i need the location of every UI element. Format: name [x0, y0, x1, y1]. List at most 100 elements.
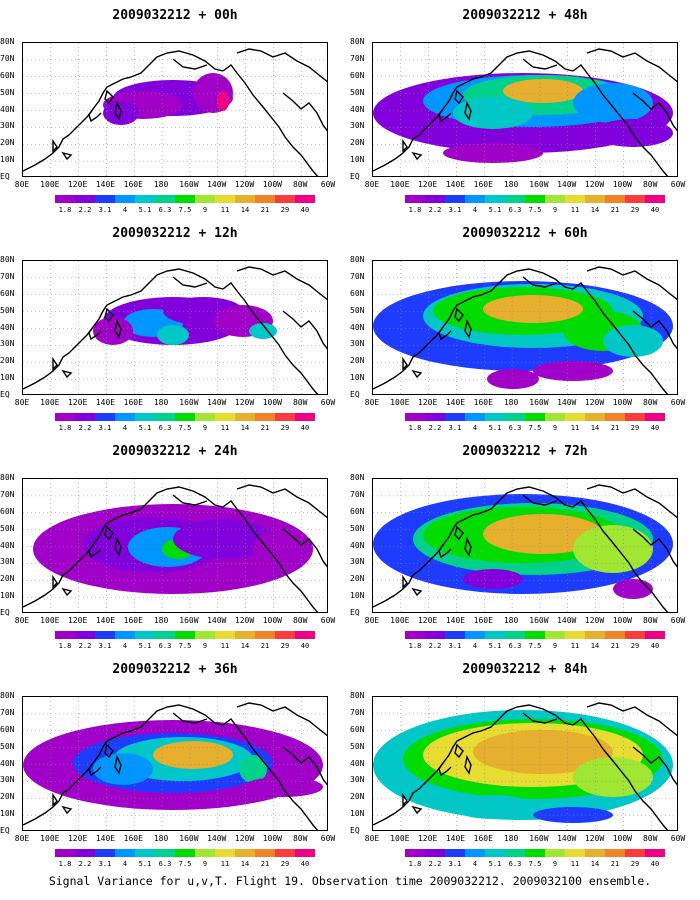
coastline: [402, 356, 408, 371]
longitude-axis: 80E 100E 120E 140E 160E 180 160W 140W 120W 100W 80…: [10, 180, 340, 190]
colorbar-swatch: [585, 195, 605, 203]
lat-label: 40N: [0, 322, 15, 332]
longitude-axis: 80E 100E 120E 140E 160E 180 160W 140W 120W 100W 80…: [360, 398, 690, 408]
colorbar-swatch: [425, 413, 445, 421]
colorbar-swatch: [95, 413, 115, 421]
coastline: [411, 151, 423, 161]
colorbar: [405, 631, 665, 639]
coastline: [23, 50, 224, 172]
colorbar-swatch: [585, 413, 605, 421]
lon-label: 60W: [320, 616, 336, 625]
lon-label: 100W: [262, 398, 282, 407]
lon-label: 80E: [14, 616, 30, 625]
colorbar-swatch: [95, 195, 115, 203]
lon-label: 60W: [670, 180, 686, 189]
lat-label: 40N: [350, 104, 365, 114]
coastline: [572, 500, 669, 612]
lon-label: 140E: [445, 834, 466, 843]
lat-label: 10N: [0, 591, 15, 601]
colorbar-level-label: 3.1: [98, 642, 112, 650]
colorbar-swatch: [135, 195, 155, 203]
colorbar-level-label: 40: [650, 860, 660, 868]
colorbar-swatch: [405, 849, 425, 857]
colorbar-swatch: [545, 195, 565, 203]
colorbar-level-label: 21: [260, 424, 270, 432]
lon-label: 140W: [557, 180, 577, 189]
colorbar-swatch: [505, 631, 525, 639]
panel-title: 2009032212 + 84h: [462, 662, 588, 677]
colorbar-swatch: [155, 195, 175, 203]
lat-label: 10N: [350, 373, 365, 383]
lon-label: 160E: [123, 834, 143, 843]
coastline: [172, 276, 208, 288]
variance-map: [372, 696, 678, 831]
colorbar-swatch: [215, 849, 235, 857]
coastline: [464, 318, 472, 339]
colorbar-swatch: [275, 849, 295, 857]
coastline: [23, 268, 224, 390]
lat-label: 70N: [350, 489, 365, 499]
colorbar-level-label: 21: [610, 206, 620, 214]
colorbar-swatch: [505, 849, 525, 857]
colorbar-swatch: [115, 195, 135, 203]
colorbar-level-label: 3.1: [448, 424, 462, 432]
variance-contour: [613, 579, 653, 599]
lon-label: 100W: [612, 398, 632, 407]
colorbar-swatch: [195, 413, 215, 421]
colorbar-level-label: 11: [570, 860, 580, 868]
lat-label: EQ: [0, 390, 10, 399]
colorbar-level-label: 5.1: [488, 642, 502, 650]
colorbar-level-label: 2.2: [428, 642, 442, 650]
colorbar-swatch: [195, 195, 215, 203]
coastline: [632, 528, 677, 568]
lat-label: 50N: [350, 741, 365, 751]
lon-label: 140W: [557, 398, 577, 407]
lon-label: 100W: [612, 616, 632, 625]
colorbar-level-label: 2.2: [78, 642, 92, 650]
colorbar-swatch: [645, 849, 665, 857]
coastline: [572, 64, 669, 176]
lat-label: 50N: [0, 741, 15, 751]
map-canvas: [373, 261, 677, 394]
colorbar-level-label: 6.3: [508, 642, 522, 650]
colorbar-swatch: [485, 849, 505, 857]
lat-label: 30N: [0, 339, 15, 349]
colorbar-level-label: 4: [122, 860, 128, 868]
coastline: [373, 486, 574, 608]
lat-label: 60N: [350, 724, 365, 734]
coastline: [402, 574, 408, 589]
coastline: [632, 746, 677, 786]
lon-label: 160E: [473, 834, 493, 843]
lat-label: 10N: [350, 591, 365, 601]
lon-label: 140W: [207, 398, 227, 407]
coastline: [61, 151, 73, 161]
colorbar-swatch: [295, 413, 315, 421]
map-canvas: [23, 261, 327, 394]
colorbar-swatch: [255, 413, 275, 421]
colorbar-swatch: [505, 413, 525, 421]
lat-label: 80N: [350, 255, 365, 264]
colorbar-level-label: 5.1: [488, 206, 502, 214]
colorbar-swatch: [255, 195, 275, 203]
coastline: [411, 587, 423, 597]
colorbar-level-label: 1.8: [58, 424, 72, 432]
colorbar-level-label: 40: [300, 424, 310, 432]
map-panel: 2009032212 + 36h 80N 70N 60N 50N 40N 30N 20N 10N…: [0, 654, 350, 872]
colorbar-swatch: [75, 631, 95, 639]
coastline: [522, 712, 558, 724]
colorbar-level-label: 29: [280, 642, 290, 650]
colorbar-swatch: [55, 195, 75, 203]
colorbar-swatch: [405, 195, 425, 203]
lon-label: 80E: [14, 180, 30, 189]
colorbar-level-label: 7.5: [178, 860, 192, 868]
colorbar-level-label: 11: [220, 206, 230, 214]
colorbar-swatch: [625, 413, 645, 421]
colorbar-level-label: 21: [260, 860, 270, 868]
coastline: [88, 108, 102, 123]
lat-label: 70N: [0, 489, 15, 499]
colorbar-level-label: 2.2: [78, 206, 92, 214]
colorbar-level-label: 3.1: [98, 206, 112, 214]
lon-label: 160W: [529, 616, 549, 625]
panel-title: 2009032212 + 60h: [462, 226, 588, 241]
colorbar-level-label: 40: [650, 642, 660, 650]
